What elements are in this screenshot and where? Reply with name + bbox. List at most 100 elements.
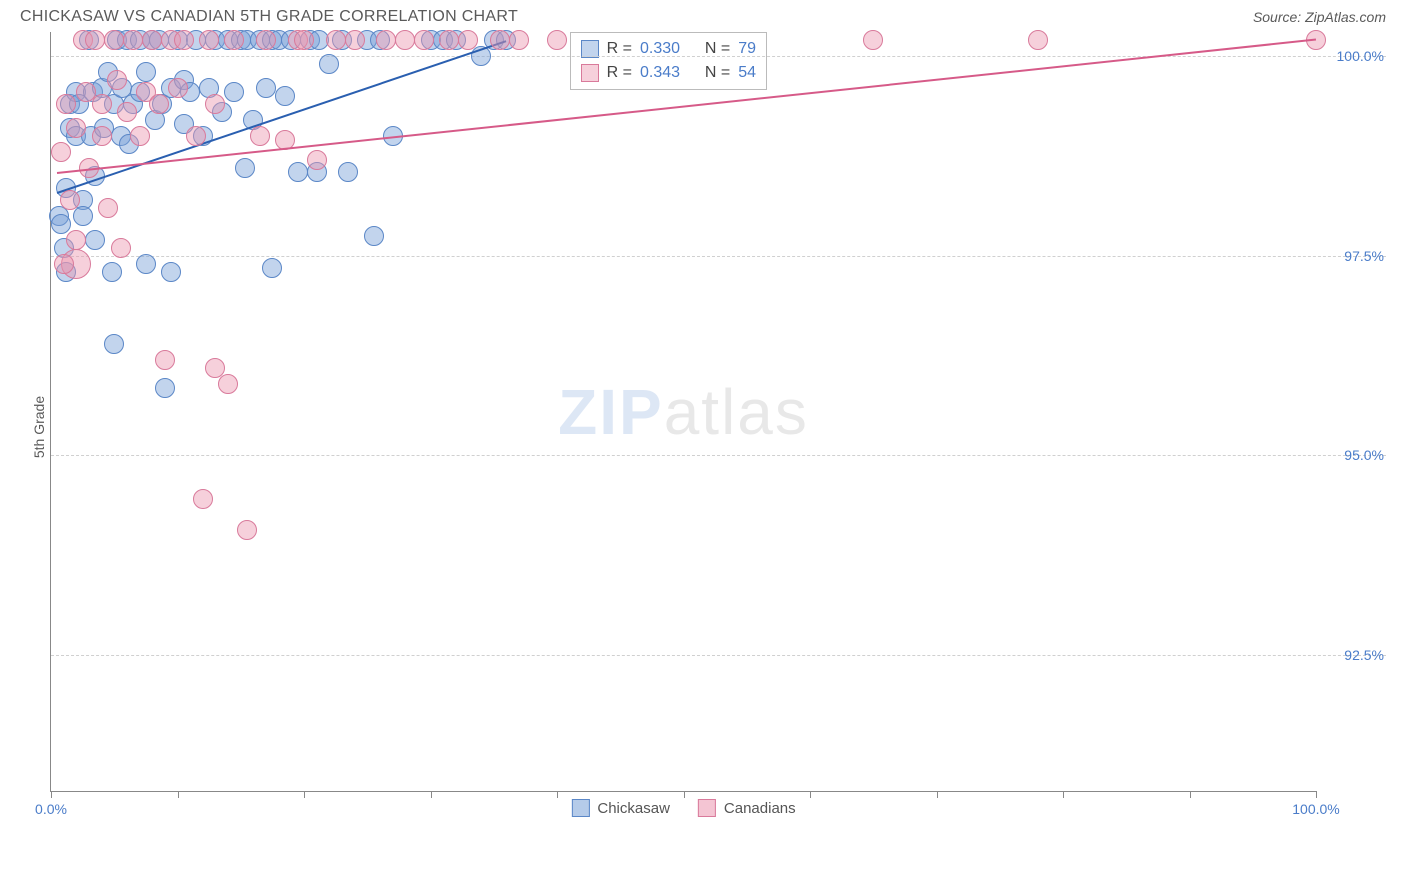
data-point <box>174 30 194 50</box>
data-point <box>85 30 105 50</box>
data-point <box>104 30 124 50</box>
data-point <box>490 30 510 50</box>
x-tick <box>810 791 811 798</box>
legend-label: Chickasaw <box>597 800 670 817</box>
y-axis-label: 5th Grade <box>31 396 47 458</box>
data-point <box>256 78 276 98</box>
data-point <box>161 262 181 282</box>
data-point <box>205 94 225 114</box>
r-label: R = <box>607 61 632 85</box>
data-point <box>51 142 71 162</box>
data-point <box>1028 30 1048 50</box>
stats-row: R = 0.330 N = 79 <box>581 37 756 61</box>
r-label: R = <box>607 37 632 61</box>
data-point <box>56 94 76 114</box>
data-point <box>54 254 74 274</box>
x-tick <box>304 791 305 798</box>
scatter-plot-area: ZIPatlas R = 0.330 N = 79R = 0.343 N = 5… <box>50 32 1316 792</box>
x-tick <box>1063 791 1064 798</box>
gridline <box>51 256 1386 257</box>
legend-swatch <box>698 799 716 817</box>
data-point <box>85 230 105 250</box>
x-tick-label: 100.0% <box>1292 801 1339 817</box>
y-tick-label: 95.0% <box>1344 447 1384 463</box>
data-point <box>256 30 276 50</box>
data-point <box>193 489 213 509</box>
legend-item: Canadians <box>698 799 796 817</box>
data-point <box>117 102 137 122</box>
data-point <box>199 30 219 50</box>
data-point <box>235 158 255 178</box>
data-point <box>307 150 327 170</box>
data-point <box>92 126 112 146</box>
data-point <box>130 126 150 146</box>
x-tick <box>1190 791 1191 798</box>
chart-title: CHICKASAW VS CANADIAN 5TH GRADE CORRELAT… <box>20 8 518 26</box>
data-point <box>218 374 238 394</box>
series-legend: Chickasaw Canadians <box>571 799 795 817</box>
data-point <box>338 162 358 182</box>
y-tick-label: 100.0% <box>1337 48 1384 64</box>
data-point <box>509 30 529 50</box>
data-point <box>547 30 567 50</box>
watermark: ZIPatlas <box>558 375 809 449</box>
gridline <box>51 655 1386 656</box>
data-point <box>288 162 308 182</box>
data-point <box>224 82 244 102</box>
data-point <box>294 30 314 50</box>
y-tick-label: 92.5% <box>1344 647 1384 663</box>
data-point <box>250 126 270 146</box>
data-point <box>863 30 883 50</box>
data-point <box>60 190 80 210</box>
legend-swatch <box>581 64 599 82</box>
data-point <box>262 258 282 278</box>
legend-swatch <box>571 799 589 817</box>
data-point <box>345 30 365 50</box>
data-point <box>376 30 396 50</box>
data-point <box>98 198 118 218</box>
x-tick <box>178 791 179 798</box>
data-point <box>326 30 346 50</box>
data-point <box>155 350 175 370</box>
data-point <box>73 206 93 226</box>
data-point <box>66 118 86 138</box>
data-point <box>414 30 434 50</box>
correlation-stats-box: R = 0.330 N = 79R = 0.343 N = 54 <box>570 32 767 90</box>
data-point <box>111 238 131 258</box>
data-point <box>136 62 156 82</box>
data-point <box>237 520 257 540</box>
data-point <box>92 94 112 114</box>
r-value: 0.330 <box>640 37 680 61</box>
x-tick <box>937 791 938 798</box>
data-point <box>51 214 71 234</box>
x-tick-label: 0.0% <box>35 801 67 817</box>
data-point <box>155 378 175 398</box>
y-tick-label: 97.5% <box>1344 248 1384 264</box>
data-point <box>107 70 127 90</box>
data-point <box>364 226 384 246</box>
r-value: 0.343 <box>640 61 680 85</box>
data-point <box>186 126 206 146</box>
data-point <box>395 30 415 50</box>
n-label: N = <box>705 61 730 85</box>
data-point <box>458 30 478 50</box>
data-point <box>168 78 188 98</box>
data-point <box>149 94 169 114</box>
x-tick <box>431 791 432 798</box>
n-value: 54 <box>738 61 756 85</box>
data-point <box>439 30 459 50</box>
x-tick <box>684 791 685 798</box>
gridline <box>51 56 1386 57</box>
stats-row: R = 0.343 N = 54 <box>581 61 756 85</box>
x-tick <box>51 791 52 798</box>
data-point <box>142 30 162 50</box>
source-attribution: Source: ZipAtlas.com <box>1253 9 1386 25</box>
data-point <box>66 230 86 250</box>
x-tick <box>557 791 558 798</box>
data-point <box>319 54 339 74</box>
legend-label: Canadians <box>724 800 796 817</box>
n-label: N = <box>705 37 730 61</box>
data-point <box>275 86 295 106</box>
legend-item: Chickasaw <box>571 799 670 817</box>
n-value: 79 <box>738 37 756 61</box>
